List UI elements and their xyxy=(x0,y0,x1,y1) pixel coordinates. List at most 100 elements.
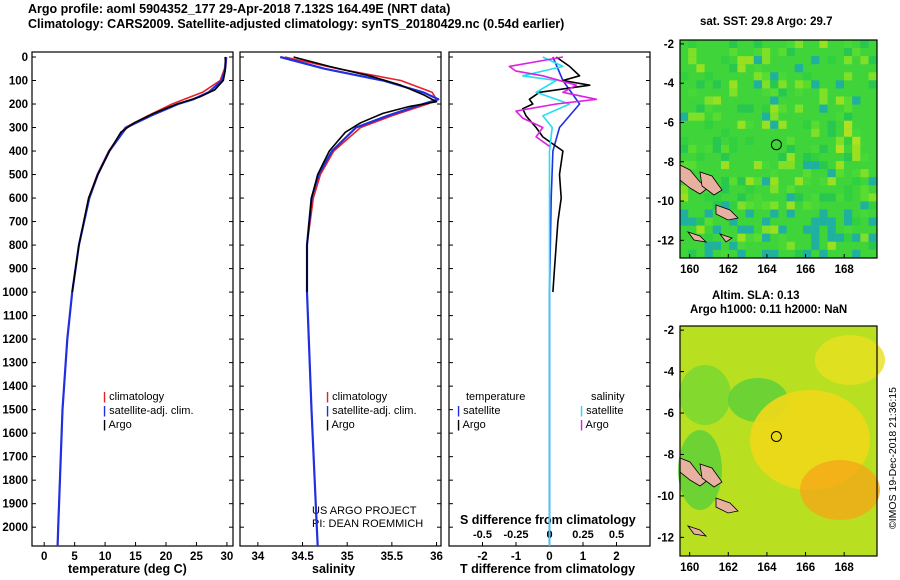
map-y-tick-label: -6 xyxy=(664,408,674,420)
sst-pixel xyxy=(844,225,853,234)
sst-pixel xyxy=(860,40,869,49)
sst-pixel xyxy=(819,96,828,105)
sst-pixel xyxy=(827,120,836,129)
map-y-tick-label: -6 xyxy=(664,117,674,129)
x-tick-label: 1 xyxy=(580,551,587,563)
s-tick-label: -0.25 xyxy=(503,529,528,541)
sst-pixel xyxy=(745,233,754,242)
sst-pixel xyxy=(819,104,828,113)
sst-pixel xyxy=(688,48,697,57)
legend-diff-left-title: temperature xyxy=(466,391,526,403)
legend-s-argo: Argo xyxy=(331,419,355,431)
sst-pixel xyxy=(704,104,713,113)
sst-pixel xyxy=(811,241,820,250)
sst-pixel xyxy=(778,152,787,162)
sst-pixel xyxy=(778,48,787,57)
legend-diff-t-sat: satellite xyxy=(463,405,501,417)
sst-pixel xyxy=(688,161,697,170)
legend-diff-s-sat: satellite xyxy=(586,405,624,417)
series-line-s-satellite xyxy=(521,56,571,546)
sst-pixel xyxy=(696,80,705,89)
sst-pixel xyxy=(794,249,803,258)
sst-pixel xyxy=(737,249,746,258)
x-tick-label: 15 xyxy=(129,551,142,563)
sst-pixel xyxy=(680,144,689,154)
x-tick-label: 0 xyxy=(41,551,47,563)
sst-pixel xyxy=(835,112,844,121)
sst-pixel xyxy=(811,233,820,242)
sst-pixel xyxy=(868,72,877,81)
sst-pixel xyxy=(696,217,705,226)
sst-pixel xyxy=(811,144,820,154)
map-y-tick-label: -8 xyxy=(664,449,675,461)
sst-pixel xyxy=(680,209,689,218)
sst-pixel xyxy=(860,169,869,178)
sst-pixel xyxy=(770,177,779,186)
depth-tick-label: 1000 xyxy=(2,287,28,299)
map-x-tick-label: 162 xyxy=(719,562,738,574)
depth-tick-label: 1700 xyxy=(2,452,28,464)
sst-pixel xyxy=(729,241,738,250)
sst-pixel xyxy=(786,185,795,194)
sst-pixel xyxy=(704,120,713,129)
sst-pixel xyxy=(680,72,689,81)
sst-pixel xyxy=(835,144,844,154)
sst-pixel xyxy=(704,233,713,242)
sst-pixel xyxy=(827,233,836,242)
sst-pixel xyxy=(819,144,828,154)
sst-pixel xyxy=(803,80,812,89)
sst-pixel xyxy=(860,233,869,242)
sst-pixel xyxy=(745,120,754,129)
s-tick-label: -0.5 xyxy=(473,529,492,541)
sst-pixel xyxy=(745,201,754,210)
sst-pixel xyxy=(868,217,877,226)
sst-pixel xyxy=(704,241,713,250)
sst-pixel xyxy=(712,144,721,154)
sst-pixel xyxy=(844,120,853,129)
sst-pixel xyxy=(762,88,771,97)
depth-tick-label: 900 xyxy=(9,264,28,276)
sst-pixel xyxy=(803,249,812,258)
depth-tick-label: 1400 xyxy=(2,381,28,393)
sst-pixel xyxy=(835,161,844,170)
sst-pixel xyxy=(770,225,779,234)
map-x-tick-label: 168 xyxy=(835,562,855,574)
x-tick-label: 2 xyxy=(613,551,619,563)
sst-pixel xyxy=(786,144,795,154)
sst-pixel xyxy=(680,185,689,194)
s-diff-axis-label: S difference from climatology xyxy=(460,513,636,527)
sst-pixel xyxy=(827,56,836,65)
sst-pixel xyxy=(778,72,787,81)
sst-pixel xyxy=(819,161,828,170)
series-line-t-satellite xyxy=(548,56,581,546)
sst-pixel xyxy=(770,120,779,129)
map-x-tick-label: 168 xyxy=(835,264,855,276)
sst-pixel xyxy=(721,177,730,186)
sst-pixel xyxy=(786,201,795,210)
map-x-tick-label: 164 xyxy=(757,562,777,574)
sst-pixel xyxy=(819,88,828,97)
legend-s-clim: climatology xyxy=(332,391,388,403)
temperature-axis-label: temperature (deg C) xyxy=(68,562,187,576)
sst-pixel xyxy=(794,80,803,89)
sst-pixel xyxy=(844,48,853,57)
sst-pixel xyxy=(811,193,820,202)
sst-pixel xyxy=(811,120,820,129)
sst-pixel xyxy=(811,201,820,210)
sst-pixel xyxy=(696,112,705,121)
sst-pixel xyxy=(835,96,844,105)
sst-pixel xyxy=(819,209,828,218)
sst-pixel xyxy=(868,241,877,250)
sst-pixel xyxy=(696,152,705,162)
sst-pixel xyxy=(737,120,746,129)
x-tick-label: 34 xyxy=(251,551,264,563)
map-x-tick-label: 164 xyxy=(757,264,777,276)
depth-tick-label: 500 xyxy=(9,170,28,182)
sst-pixel xyxy=(770,112,779,121)
sst-pixel xyxy=(721,144,730,154)
depth-tick-label: 1300 xyxy=(2,358,28,370)
sst-pixel xyxy=(762,120,771,129)
sst-pixel xyxy=(762,217,771,226)
sst-pixel xyxy=(770,185,779,194)
